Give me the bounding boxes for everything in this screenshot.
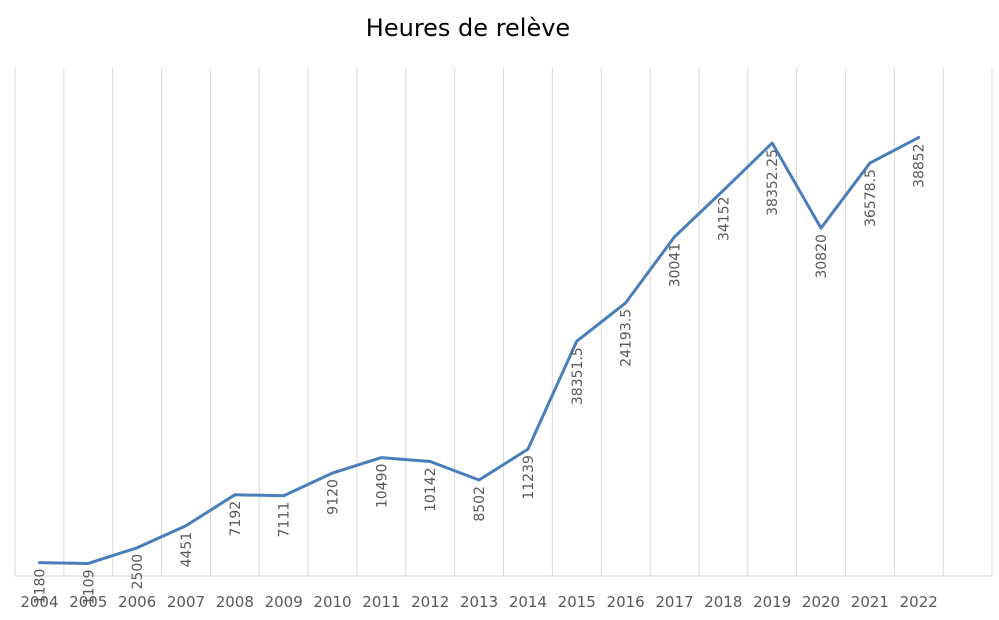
x-tick-label: 2004 [20,593,58,611]
x-tick-label: 2014 [509,593,547,611]
x-tick-label: 2008 [216,593,254,611]
data-label: 1180 [32,569,48,605]
data-label: 4451 [179,532,195,568]
x-tick-label: 2020 [802,593,840,611]
data-label: 30820 [814,234,830,279]
x-tick-label: 2010 [313,593,351,611]
x-tick-label: 2007 [167,593,205,611]
data-label: 36578.5 [863,169,879,227]
data-label: 10490 [374,464,390,509]
data-label: 9120 [326,479,342,515]
x-tick-label: 2016 [607,593,645,611]
x-tick-label: 2006 [118,593,156,611]
x-tick-label: 2013 [460,593,498,611]
x-tick-label: 2017 [655,593,693,611]
data-label: 10142 [423,468,439,513]
x-tick-label: 2011 [362,593,400,611]
x-tick-label: 2019 [753,593,791,611]
data-label: 8502 [472,486,488,522]
x-tick-label: 2021 [851,593,889,611]
x-tick-label: 2018 [704,593,742,611]
data-label: 1109 [81,569,97,605]
data-label: 34152 [716,196,732,241]
chart-title: Heures de relève [365,14,571,42]
x-tick-label: 2005 [69,593,107,611]
data-label: 24193.5 [619,309,635,367]
data-label: 2500 [130,554,146,590]
data-label: 30041 [667,243,683,288]
x-tick-label: 2012 [411,593,449,611]
series-line [37,135,921,565]
data-label: 7192 [228,501,244,537]
x-tick-label: 2009 [265,593,303,611]
x-tick-label: 2022 [900,593,938,611]
x-tick-label: 2015 [558,593,596,611]
data-label: 38352.25 [765,149,781,216]
data-label: 7111 [277,502,293,538]
data-label: 38351.5 [570,347,586,405]
data-label: 11239 [521,455,537,500]
data-label: 38852 [912,143,928,188]
